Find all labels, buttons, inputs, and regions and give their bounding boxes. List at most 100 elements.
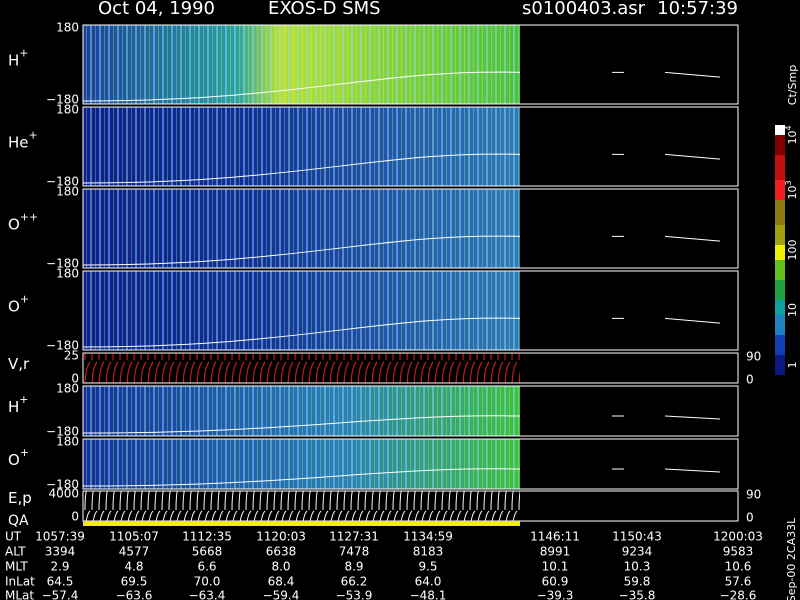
axis-bottom: −180 [46,425,79,439]
panel: V,r 25 0 90 0 [8,349,761,387]
cell: 10.3 [624,560,651,574]
time: 10:57:39 [657,0,738,19]
panel-label: H+ [8,393,29,416]
axis-right-bottom: 0 [746,373,754,387]
label-base: 10 [786,186,799,200]
cell: 1134:59 [403,530,453,544]
cell: 6638 [266,545,297,559]
spectrogram-stripes [83,386,520,436]
label-sup: ++ [20,211,38,224]
colorbar-label: 10 [786,303,799,317]
footer: Sep-00 2CA33L [785,517,798,600]
cell: −63.6 [116,589,153,600]
label-base: V,r [8,355,30,373]
panel-label: O++ [8,211,38,234]
cell: −39.3 [537,589,574,600]
axis-top: 25 [64,349,79,363]
segments [612,468,721,473]
cell: 2.9 [50,560,69,574]
cell: 1150:43 [612,530,662,544]
panel-label: E,p [8,489,32,507]
axis-top: 180 [56,21,79,35]
panel: H+ 180 −180 [8,382,739,439]
axis-bottom: −180 [46,478,79,492]
cell: 4.8 [124,560,143,574]
cell: −63.4 [189,589,226,600]
cell: 1127:31 [329,530,379,544]
panel-frame [82,106,739,187]
cell: 64.5 [47,575,74,589]
panel-label: He+ [8,129,38,152]
cell: 5668 [192,545,223,559]
panel-label: O+ [8,293,29,316]
cell: 9583 [723,545,754,559]
trace [82,153,521,184]
label-base: 100 [786,240,799,261]
trace-area [83,491,520,521]
cell: −35.8 [619,589,656,600]
cell: −59.4 [263,589,300,600]
axis-bottom: −180 [46,175,79,189]
cell: 64.0 [415,575,442,589]
cell: 3394 [45,545,76,559]
panel-label: O+ [8,446,29,469]
label-base: He [8,133,29,151]
trace [82,415,521,434]
cell: 68.4 [268,575,295,589]
panel: O++ 180 −180 [8,185,739,271]
label-sup: + [19,393,28,406]
axis-bottom: 0 [71,372,79,386]
axis-bottom: −180 [46,257,79,271]
cell: −28.6 [720,589,757,600]
qa-bar [83,521,520,526]
cell: 69.5 [121,575,148,589]
cell: 1112:35 [182,530,232,544]
panel: E,p QA 4000 0 90 0 [8,487,761,530]
trace [82,317,521,348]
segments [612,153,721,160]
cell: 9.5 [418,560,437,574]
cell: 9234 [622,545,653,559]
cell: 10.1 [542,560,569,574]
segments [612,317,721,324]
row-label: InLat [5,575,35,589]
row-label: MLT [5,560,28,574]
cell: 1105:07 [109,530,159,544]
colorbar-label: 100 [786,240,799,261]
label-base: 1 [786,362,799,369]
cell: 6.6 [197,560,216,574]
cell: 1120:03 [256,530,306,544]
spectrogram-stripes [83,25,520,104]
trace [82,71,521,102]
cell: 70.0 [194,575,221,589]
colorbar [775,125,785,375]
label-base: 10 [786,131,799,145]
cell: 10.6 [725,560,752,574]
panel: He+180−180 [8,103,739,189]
trace [82,235,521,266]
axis-top: 180 [56,382,79,396]
panel-frame [82,438,739,490]
cell: 59.8 [624,575,651,589]
axis-bottom: −180 [46,93,79,107]
cell: 1146:11 [530,530,580,544]
spectrogram-stripes [83,107,520,186]
colorbar-label: 104 [784,125,800,144]
row-label: MLat [5,589,34,600]
cell: 4577 [119,545,150,559]
segments [612,235,721,242]
segments [612,71,721,78]
axis-top: 180 [56,185,79,199]
axis-top: 4000 [48,487,79,501]
panel-frame [82,352,739,384]
axis-top: 180 [56,267,79,281]
label-sup: + [20,293,29,306]
panel: O+180−180 [8,435,739,492]
cell: 1200:03 [713,530,763,544]
cell: 1057:39 [35,530,85,544]
axis-right-top: 90 [746,350,761,364]
label-base: E,p [8,489,32,507]
label-base: O [8,297,20,315]
panel: H+180−180 [8,21,739,107]
